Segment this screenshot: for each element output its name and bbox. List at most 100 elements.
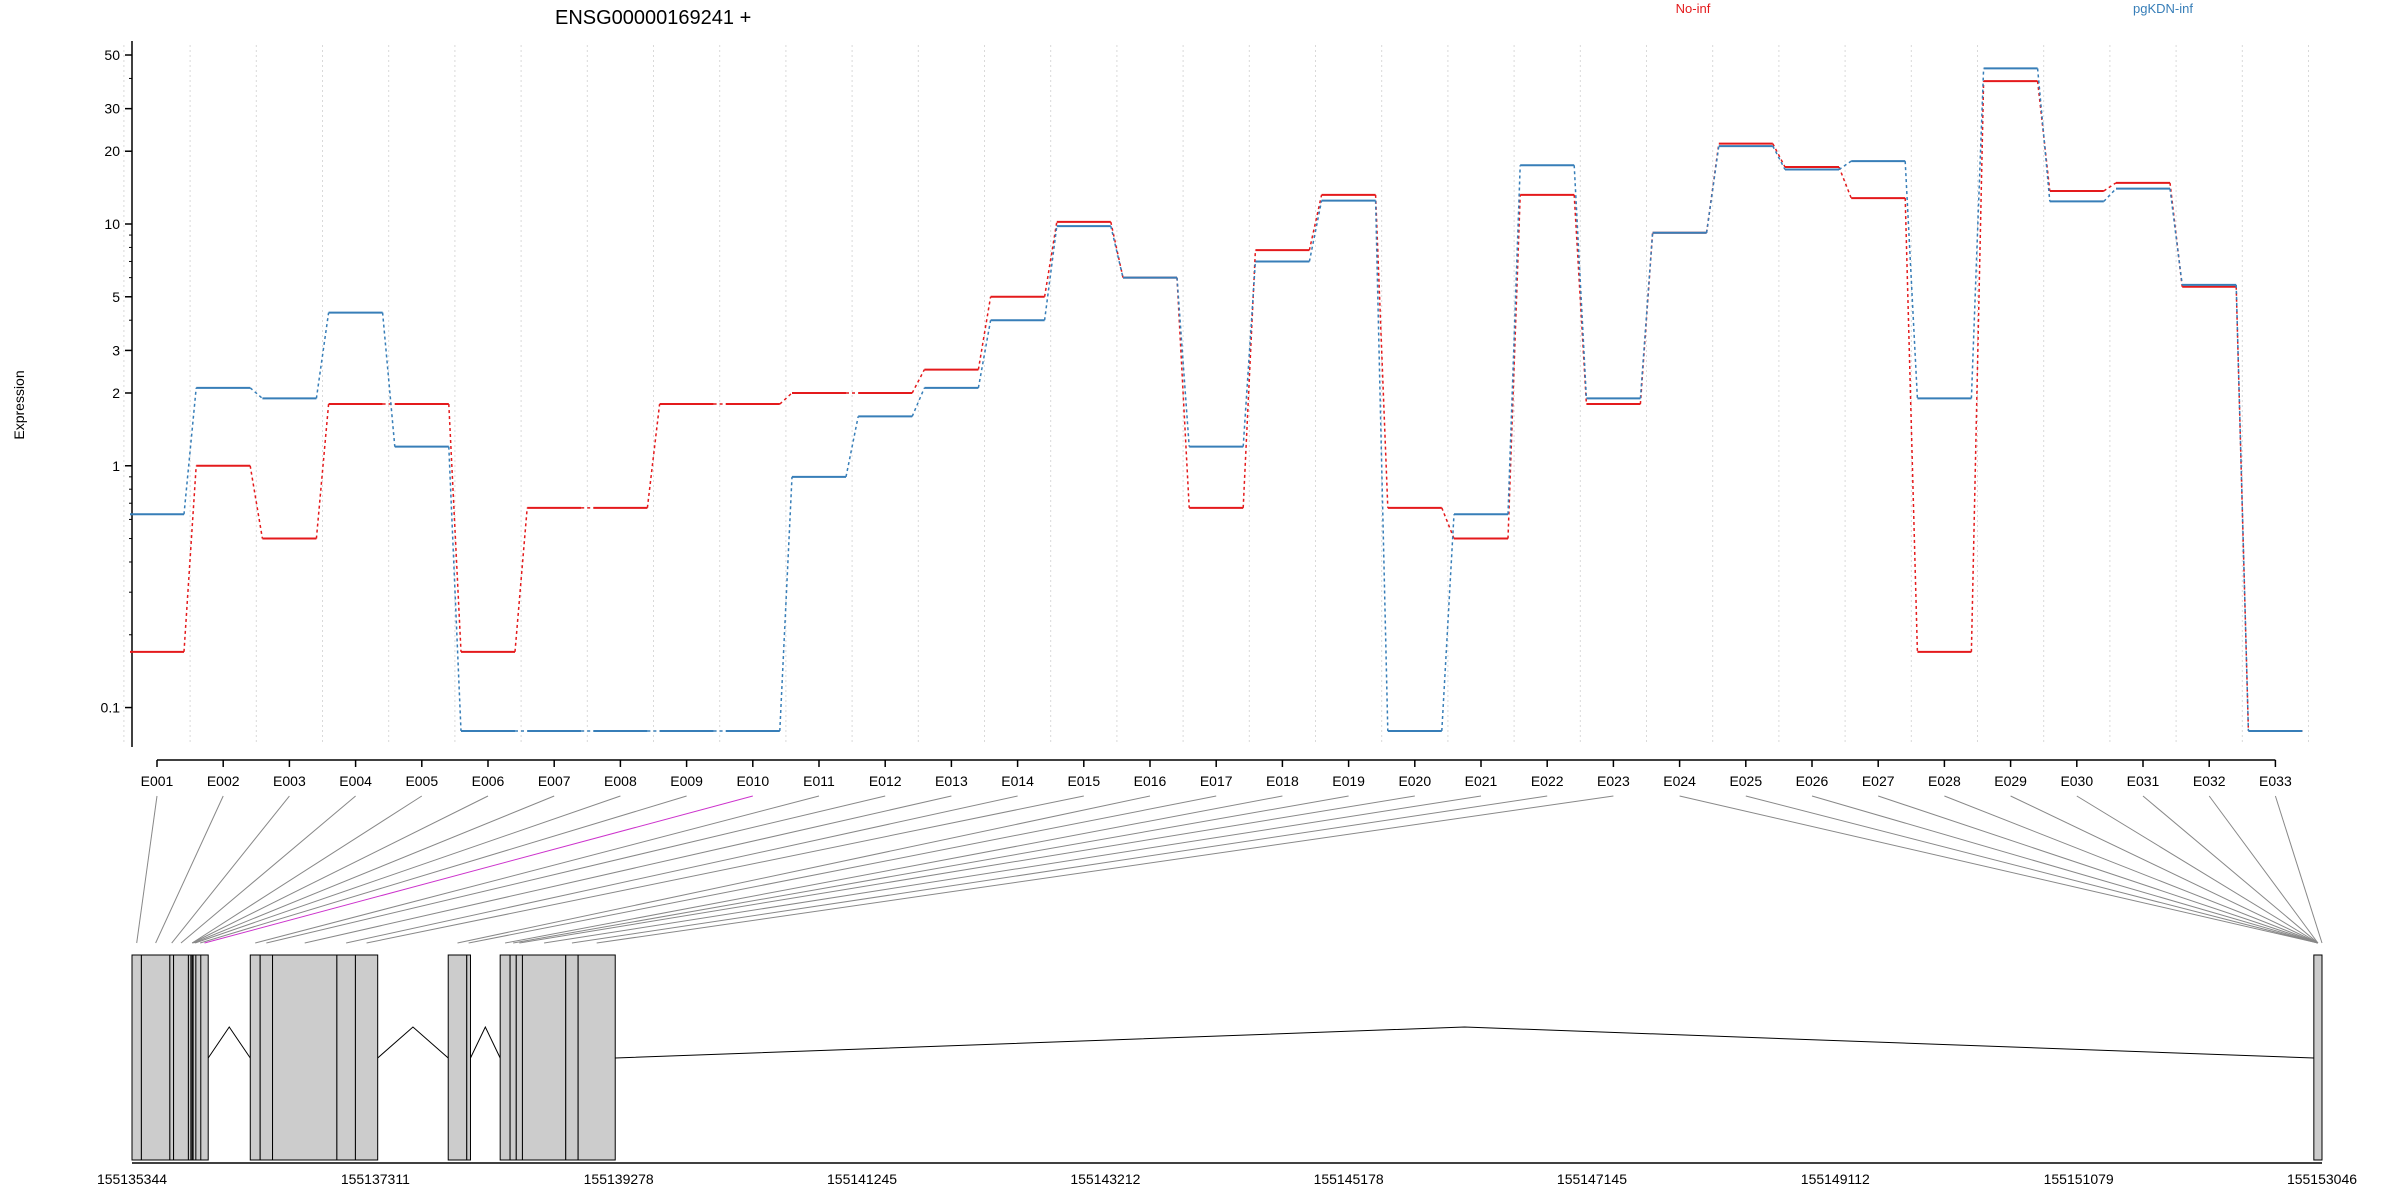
y-tick-label: 30 (104, 101, 120, 117)
series-connector (2235, 284, 2250, 731)
exon-connector (200, 795, 687, 944)
connector-layer (136, 795, 2323, 944)
x-tick-label: E031 (2127, 773, 2160, 789)
series-connector (1242, 250, 1257, 508)
genomic-tick-label: 155135344 (97, 1171, 167, 1187)
series-connector (911, 387, 926, 417)
genomic-tick-label: 155139278 (584, 1171, 654, 1187)
y-tick-label: 1 (112, 458, 120, 474)
exon-connector (2076, 795, 2319, 944)
exon-connector (2208, 795, 2319, 944)
exon-connector (255, 795, 820, 944)
exon-box (447, 954, 468, 1161)
series-connector (1507, 165, 1521, 515)
series-connector (249, 387, 263, 399)
exon-connector (204, 795, 753, 944)
exon-box (200, 954, 209, 1161)
series-connector (2103, 188, 2117, 202)
exon-box (272, 954, 338, 1161)
x-tick-label: E030 (2060, 773, 2093, 789)
exon-connector (191, 795, 489, 944)
series-connector (1573, 165, 1588, 399)
exon-connector (544, 795, 1482, 944)
exon-box (140, 954, 171, 1161)
x-tick-label: E024 (1663, 773, 1696, 789)
genomic-tick-label: 155137311 (341, 1171, 410, 1187)
x-tick-label: E014 (1001, 773, 1034, 789)
exon-box (466, 954, 471, 1161)
series-connector (779, 476, 793, 732)
x-tick-label: E011 (803, 773, 835, 789)
series-connector (2036, 68, 2051, 202)
exon-connector (505, 795, 1283, 944)
exon-box (169, 954, 175, 1161)
y-tick-label: 0.1 (101, 700, 121, 716)
exon-connector (457, 795, 1151, 944)
exon-box (521, 954, 567, 1161)
series-connector (1904, 198, 1919, 652)
x-tick-label: E001 (141, 773, 174, 789)
exon-connector (366, 795, 1084, 944)
exon-box (515, 954, 523, 1161)
series-connector (1639, 232, 1654, 399)
series-pgKDN-inf (130, 67, 2303, 732)
x-tick-label: E022 (1531, 773, 1564, 789)
x-tick-label: E003 (273, 773, 306, 789)
series-connector (1970, 68, 1985, 399)
x-tick-label: E021 (1465, 773, 1498, 789)
exon-connector (2142, 795, 2319, 944)
series-connector (381, 312, 396, 447)
series-No-inf (130, 80, 2303, 732)
x-tick-label: E025 (1729, 773, 1762, 789)
series-connector (1772, 143, 1786, 168)
y-tick-label: 50 (104, 47, 120, 63)
series-connector (1772, 145, 1786, 170)
exon-connector (1878, 795, 2319, 944)
exon-connector (180, 795, 356, 944)
exon-connector (136, 795, 158, 944)
x-tick-label: E005 (405, 773, 438, 789)
exon-connector (1811, 795, 2319, 944)
series-connector (1705, 145, 1720, 233)
series-connector (2103, 182, 2117, 192)
exon-box (565, 954, 579, 1161)
exon-box (509, 954, 517, 1161)
chart-title: ENSG00000169241 + (555, 7, 751, 29)
genomic-tick-label: 155147145 (1557, 1171, 1627, 1187)
x-tick-label: E009 (670, 773, 703, 789)
exon-connector (266, 795, 886, 944)
x-tick-label: E028 (1928, 773, 1961, 789)
x-tick-label: E007 (538, 773, 571, 789)
x-tick-label: E008 (604, 773, 637, 789)
series-connector (315, 312, 330, 399)
series-connector (1176, 277, 1190, 447)
series-connector (1374, 200, 1389, 731)
y-tick-label: 3 (112, 342, 120, 358)
y-tick-label: 2 (112, 385, 120, 401)
intron (207, 1026, 251, 1059)
series-connector (1838, 160, 1852, 171)
series-connector (249, 465, 264, 539)
exon-box (131, 954, 142, 1161)
series-connector (1970, 81, 1985, 652)
exon-box (577, 954, 616, 1161)
x-tick-label: E012 (869, 773, 902, 789)
series-connector (315, 403, 330, 539)
series-connector (1441, 514, 1455, 732)
genomic-axis: 155135344 155137311 155139278 155141245 1551… (97, 1162, 2357, 1187)
x-tick-label: E010 (736, 773, 769, 789)
genomic-tick-label: 155153046 (2287, 1171, 2357, 1187)
exon-box (499, 954, 511, 1161)
exon-box (249, 954, 261, 1161)
genomic-tick-label: 155145178 (1314, 1171, 1384, 1187)
series-connector (1110, 225, 1124, 278)
exon-connector (346, 795, 1018, 944)
x-tick-label: E032 (2193, 773, 2226, 789)
exon-connector (193, 795, 555, 944)
x-tick-label: E020 (1398, 773, 1431, 789)
genomic-tick-label: 155141245 (827, 1171, 897, 1187)
grid-layer (123, 45, 2309, 745)
exon-connector (304, 795, 952, 944)
series-connector (448, 404, 462, 652)
